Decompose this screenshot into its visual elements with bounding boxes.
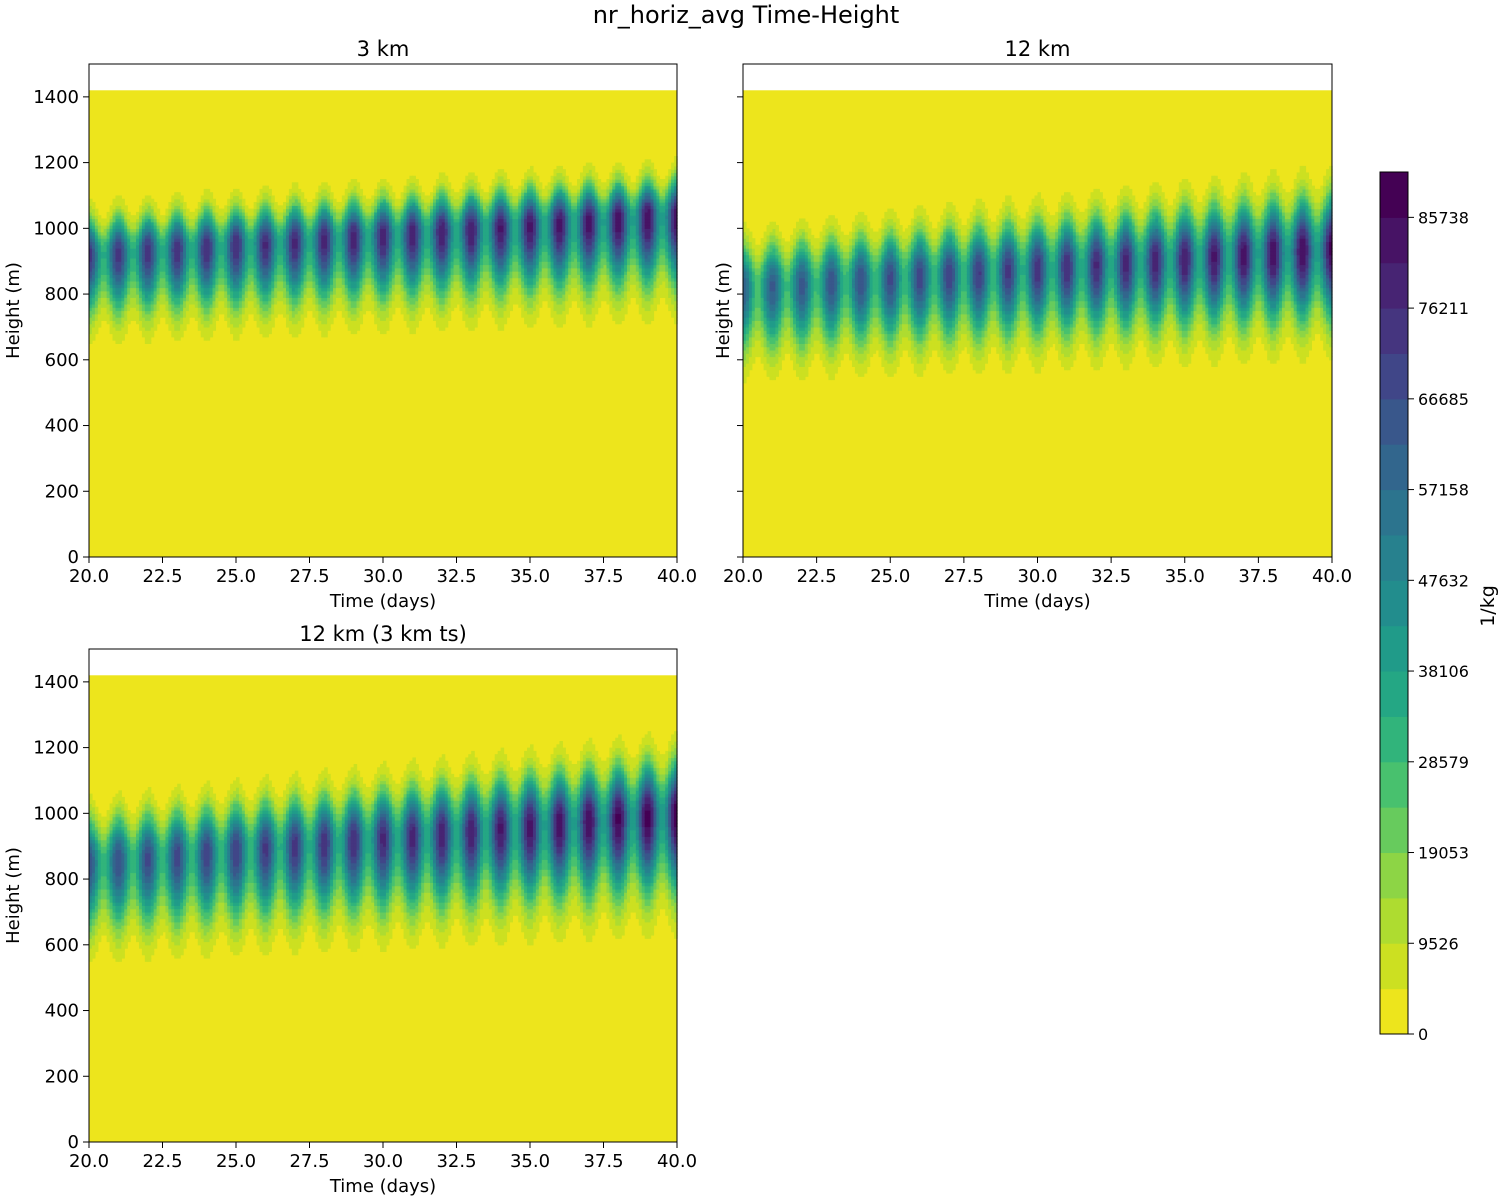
figure: nr_horiz_avg Time-Height 3 km20.0 22.5 25.…: [0, 0, 1500, 1200]
contour-cell: [157, 209, 161, 213]
contour-cell: [124, 205, 128, 209]
contour-cell: [154, 202, 158, 206]
figure-title: nr_horiz_avg Time-Height: [593, 1, 900, 29]
contour-cell: [92, 202, 96, 206]
contour-cell: [121, 199, 125, 203]
contour-field: [89, 90, 678, 557]
contour-cell: [95, 209, 99, 213]
